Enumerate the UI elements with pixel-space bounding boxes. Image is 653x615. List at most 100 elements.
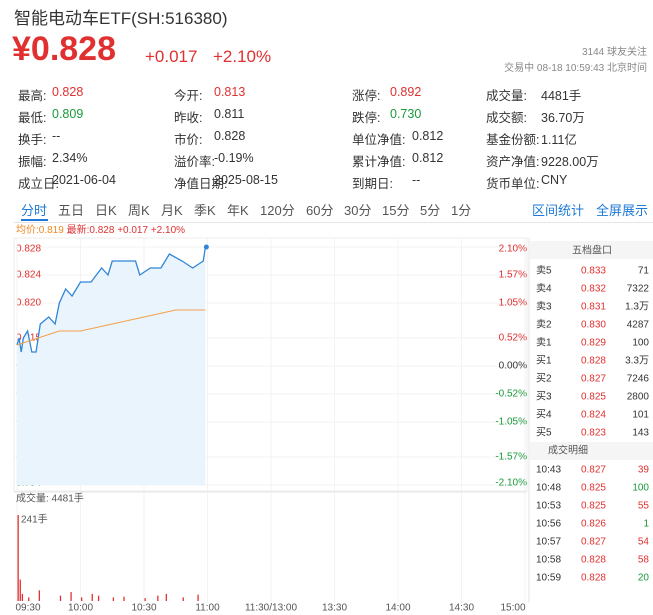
tab[interactable]: 120分 [260,203,295,218]
y2-tick-label: -1.57% [495,452,527,463]
stat-label: 基金份额: [486,133,540,147]
y2-tick-label: 2.10% [499,244,527,255]
divider [14,222,653,223]
book-price: 0.828 [581,356,606,367]
x-tick-label: 14:30 [449,603,474,614]
stat-value: 9228.00万 [541,155,599,169]
title: 智能电动车ETF(SH:516380) [14,9,228,28]
tab[interactable]: 季K [194,203,216,218]
book-side: 卖2 [536,319,552,331]
legend-item: +0.017 [117,225,148,236]
y-tick-label: 0.824 [16,270,41,281]
panel-header [530,241,653,259]
trade-time: 10:53 [536,501,561,512]
book-volume: 2800 [627,392,650,403]
book-side: 卖5 [536,265,552,277]
book-side: 买5 [536,427,552,439]
stat-label: 今开: [174,89,203,103]
book-volume: 101 [632,410,649,421]
x-tick-label: 11:30/13:00 [245,603,298,614]
book-price: 0.823 [581,428,606,439]
tab[interactable]: 30分 [344,203,372,218]
legend-item: 最新: [67,223,90,236]
tab-action[interactable]: 全屏展示 [596,203,649,218]
x-tick-label: 10:00 [68,603,93,614]
tab-active-underline [21,219,48,221]
y2-tick-label: 0.52% [499,333,527,344]
stat-value: 0.730 [390,107,422,121]
trade-time: 10:58 [536,555,561,566]
last-point [203,244,209,250]
stat-value: 36.70万 [541,111,585,125]
x-tick-label: 09:30 [15,603,40,614]
stat-value: 4481手 [541,89,582,103]
tab[interactable]: 月K [161,203,183,218]
stat-label: 振幅: [18,155,47,169]
book-volume: 3.3万 [625,356,649,367]
tab[interactable]: 日K [95,203,117,218]
volume-bar [157,595,159,601]
stat-value: 2021-06-04 [52,173,116,187]
book-price: 0.824 [581,410,606,421]
volume-bar [197,594,199,601]
y-tick-label: 0.820 [16,298,41,309]
followers[interactable]: 3144 球友关注 [581,47,647,58]
tab[interactable]: 分时 [21,203,48,218]
volume-bar [28,597,30,601]
volume-bar [91,593,93,601]
stat-value: 0.892 [390,85,422,99]
volume-bar [17,515,19,601]
stat-value: 0.811 [214,107,245,121]
tab[interactable]: 15分 [382,203,410,218]
volume-bar [70,592,72,601]
x-tick-label: 10:30 [131,603,156,614]
volume-bar [182,597,184,601]
tab[interactable]: 年K [227,203,249,218]
volume-bar [144,598,146,601]
book-side: 卖4 [536,283,552,295]
book-volume: 7322 [627,284,650,295]
book-side: 买4 [536,409,552,421]
tab[interactable]: 1分 [451,203,472,218]
avg-line [16,309,206,346]
book-price: 0.832 [581,284,606,295]
volume-bar [19,579,21,601]
stat-label: 昨收: [174,111,203,125]
book-price: 0.827 [581,374,606,385]
trade-volume: 54 [638,537,650,548]
trade-time: 10:56 [536,519,561,530]
stat-label: 涨停: [352,89,381,103]
panel-bg [530,240,653,615]
stat-label: 最高: [18,89,47,103]
trade-price: 0.825 [581,483,606,494]
trade-price: 0.827 [581,465,606,476]
volume-bar [123,596,125,601]
trade-time: 10:57 [536,537,561,548]
book-price: 0.831 [581,302,606,313]
stat-value: -- [52,129,61,143]
stat-label: 成立日: [18,177,59,191]
stat-label: 溢价率: [174,155,215,169]
stat-label: 资产净值: [486,155,540,169]
tab-action[interactable]: 区间统计 [532,203,585,218]
stat-label: 到期日: [352,177,393,191]
status: 交易中 08-18 10:59:43 北京时间 [504,63,647,74]
x-tick-label: 11:00 [195,603,220,614]
legend: 均价:0.819 最新:0.828 +0.017 +2.10% [16,223,185,236]
book-side: 买3 [536,391,552,403]
tab[interactable]: 周K [128,203,150,218]
tab[interactable]: 五日 [58,203,85,218]
book-volume: 4287 [627,320,650,331]
legend-item: 均价: [16,224,39,236]
trade-volume: 100 [632,483,649,494]
book-title: 五档盘口 [572,244,612,257]
y-tick-label: 0.828 [16,244,41,255]
tab[interactable]: 5分 [420,203,441,218]
book-price: 0.825 [581,392,606,403]
y2-tick-label: -2.10% [495,478,527,489]
stat-value: 1.11亿 [541,133,577,147]
book-volume: 1.3万 [625,302,649,313]
x-tick-label: 13:30 [322,603,347,614]
stat-label: 跌停: [352,111,381,125]
tab[interactable]: 60分 [306,203,334,218]
